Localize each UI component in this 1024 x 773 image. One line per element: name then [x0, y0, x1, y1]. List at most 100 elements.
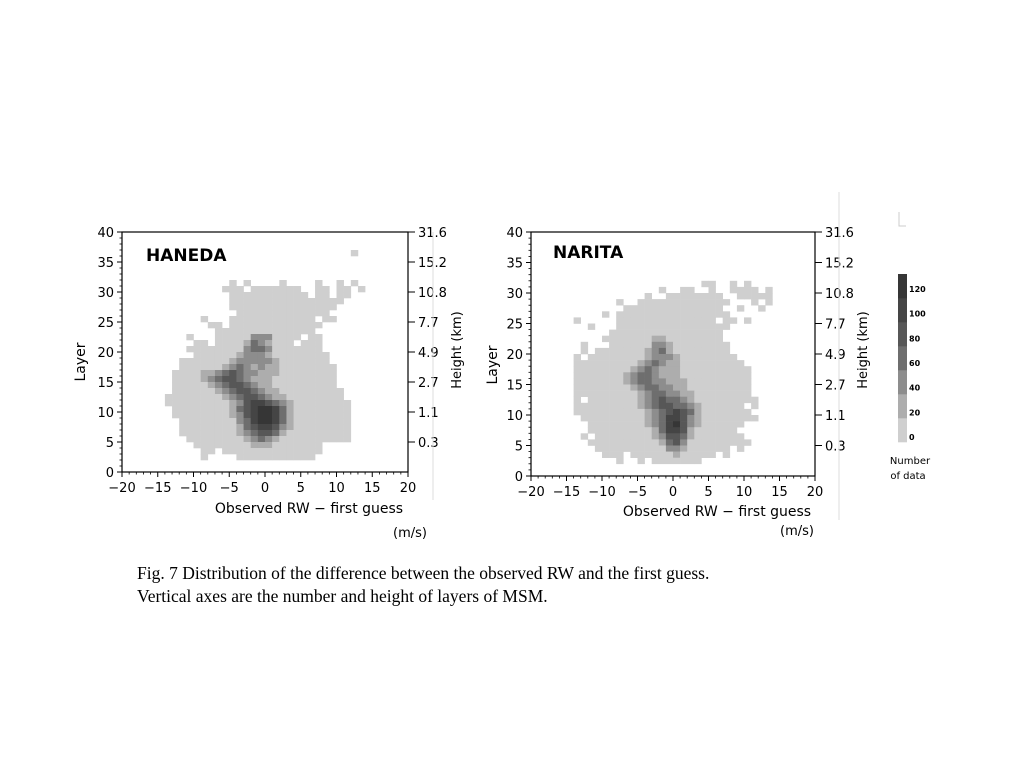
heatmap-cell [651, 396, 660, 404]
heatmap-cell [694, 311, 702, 318]
heatmap-cell [214, 358, 223, 365]
heatmap-cell [250, 328, 259, 335]
heatmap-cell [279, 334, 287, 341]
heatmap-cell [257, 448, 266, 455]
heatmap-cell [207, 418, 216, 425]
y-tick-label: 30 [97, 286, 114, 301]
heatmap-cell [722, 311, 731, 318]
heatmap-cell [300, 382, 309, 389]
heatmap-cell [665, 360, 674, 367]
heatmap-cell [744, 286, 752, 294]
heatmap-cell [322, 430, 330, 437]
heatmap-cell [637, 341, 645, 349]
heatmap-cell [687, 421, 695, 428]
heatmap-cell [715, 366, 723, 373]
heatmap-cell [243, 292, 251, 299]
heatmap-cell [265, 436, 273, 443]
heatmap-cell [279, 418, 287, 425]
y2-tick-label: 1.1 [418, 406, 439, 421]
heatmap-cell [336, 394, 344, 401]
heatmap-cell [236, 358, 244, 365]
heatmap-cell [300, 298, 309, 305]
heatmap-cell [701, 341, 709, 349]
heatmap-cell [272, 406, 280, 413]
heatmap-cell [272, 346, 280, 353]
heatmap-cell [265, 310, 273, 317]
heatmap-cell [293, 406, 302, 413]
x-tick-label: 10 [736, 485, 753, 500]
colorbar-band [898, 346, 907, 371]
heatmap-cell [687, 347, 695, 355]
heatmap-cell [602, 445, 610, 452]
heatmap-cell [300, 358, 309, 365]
heatmap-cell [715, 396, 723, 404]
heatmap-cell [179, 412, 187, 419]
heatmap-cell [694, 372, 702, 379]
heatmap-cell [658, 372, 667, 379]
heatmap-cell [207, 382, 216, 389]
heatmap-cell [644, 445, 652, 452]
heatmap-cell [708, 439, 716, 446]
heatmap-cell [315, 322, 323, 329]
heatmap-cell [243, 376, 251, 383]
heatmap-cell [315, 280, 323, 287]
heatmap-cell [293, 370, 302, 377]
heatmap-cell [229, 406, 237, 413]
heatmap-cell [644, 390, 652, 397]
heatmap-cell [272, 382, 280, 389]
heatmap-cell [651, 305, 660, 312]
heatmap-cell [708, 293, 716, 300]
heatmap-cell [651, 433, 660, 440]
heatmap-cell [307, 406, 316, 413]
heatmap-cell [694, 360, 702, 367]
heatmap-cell [257, 400, 266, 407]
heatmap-cell [602, 372, 610, 379]
heatmap-cell [680, 451, 688, 458]
heatmap-cell [265, 442, 273, 449]
heatmap-cell [329, 412, 337, 419]
heatmap-cell [307, 364, 316, 371]
heatmap-cell [322, 388, 330, 395]
heatmap-cell [630, 384, 638, 391]
heatmap-cell [307, 400, 316, 407]
heatmap-cell [687, 317, 695, 324]
heatmap-cell [616, 366, 624, 373]
heatmap-cell [587, 390, 596, 397]
y2-tick-label: 0.3 [825, 440, 846, 455]
heatmap-cell [722, 366, 731, 373]
heatmap-cell [573, 396, 581, 404]
heatmap-cell [214, 364, 223, 371]
heatmap-cell [651, 439, 660, 446]
heatmap-cell [673, 372, 681, 379]
heatmap-cell [186, 388, 194, 395]
heatmap-cell [694, 384, 702, 391]
y2-tick-label: 31.6 [418, 226, 447, 241]
heatmap-cell [658, 360, 667, 367]
heatmap-cell [193, 358, 201, 365]
heatmap-cell [744, 293, 752, 300]
heatmap-cell [322, 370, 330, 377]
heatmap-cell [630, 439, 638, 446]
heatmap-cell [286, 400, 294, 407]
heatmap-cell [687, 402, 695, 410]
heatmap-cell [307, 442, 316, 449]
heatmap-cell [315, 418, 323, 425]
heatmap-cell [701, 293, 709, 300]
heatmap-cell [300, 400, 309, 407]
heatmap-cell [222, 328, 230, 335]
y-tick-label: 35 [506, 257, 523, 272]
y2-tick-label: 4.9 [825, 348, 846, 363]
heatmap-cell [214, 382, 223, 389]
heatmap-cell [343, 430, 352, 437]
heatmap-cell [307, 448, 316, 455]
heatmap-cell [729, 421, 738, 428]
heatmap-cell [272, 334, 280, 341]
heatmap-cell [673, 396, 681, 404]
heatmap-cell [701, 433, 709, 440]
heatmap-cell [594, 427, 603, 434]
heatmap-cell [214, 370, 223, 377]
heatmap-cell [708, 286, 716, 294]
heatmap-cell [343, 412, 352, 419]
heatmap-cell [658, 335, 667, 343]
